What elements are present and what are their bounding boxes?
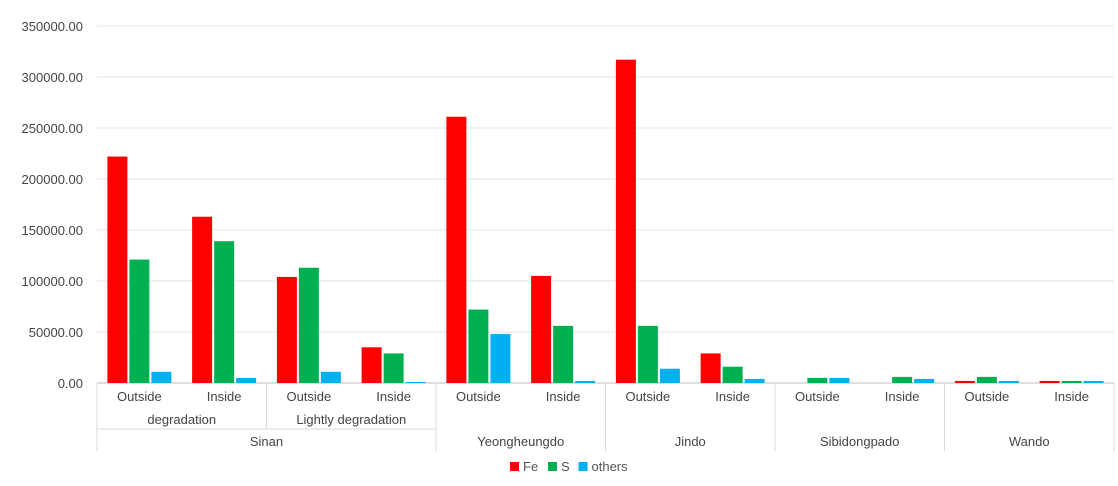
x-category-label: Inside xyxy=(207,389,242,404)
bar-others xyxy=(151,371,172,383)
bar-others xyxy=(659,368,680,383)
bar-fe xyxy=(531,275,552,383)
x-region-label: Wando xyxy=(1009,434,1050,449)
x-category-label: Outside xyxy=(286,389,331,404)
x-region-label: Jindo xyxy=(675,434,706,449)
bars xyxy=(107,59,1104,383)
legend-swatch-s xyxy=(548,462,557,471)
bar-fe xyxy=(615,59,636,383)
bar-fe xyxy=(276,276,297,383)
bar-s xyxy=(637,325,658,383)
x-category-label: Inside xyxy=(885,389,920,404)
x-category-label: Inside xyxy=(376,389,411,404)
x-category-label: Outside xyxy=(964,389,1009,404)
bar-s xyxy=(892,376,913,383)
y-axis-ticks: 0.00 50000.00 100000.00 150000.00 200000.00 2… xyxy=(22,19,83,391)
bar-s xyxy=(468,309,489,383)
legend-swatch-others xyxy=(578,462,588,471)
bar-fe xyxy=(1039,380,1060,383)
bar-s xyxy=(807,377,828,383)
x-category-label: Outside xyxy=(456,389,501,404)
bar-fe xyxy=(192,216,213,383)
bar-others xyxy=(998,380,1019,383)
bar-s xyxy=(976,376,997,383)
bar-s xyxy=(553,325,574,383)
legend-label: Fe xyxy=(523,459,538,474)
x-region-label: Yeongheungdo xyxy=(477,434,564,449)
x-subgroup-label: degradation xyxy=(147,412,216,427)
legend-swatch-fe xyxy=(510,462,519,471)
y-tick-label: 350000.00 xyxy=(22,19,83,34)
gridlines xyxy=(97,25,1114,384)
bar-fe xyxy=(107,156,128,383)
y-tick-label: 250000.00 xyxy=(22,121,83,136)
x-category-label: Inside xyxy=(546,389,581,404)
x-category-label: Outside xyxy=(795,389,840,404)
x-category-label: Outside xyxy=(117,389,162,404)
bar-s xyxy=(298,267,319,383)
bar-s xyxy=(214,241,235,383)
y-tick-label: 150000.00 xyxy=(22,223,83,238)
x-category-label: Inside xyxy=(715,389,750,404)
bar-others xyxy=(575,380,596,383)
bar-s xyxy=(129,259,150,383)
bar-fe xyxy=(446,116,467,383)
y-tick-label: 50000.00 xyxy=(29,325,83,340)
bar-s xyxy=(383,353,404,383)
bar-others xyxy=(744,378,765,383)
bar-others xyxy=(405,381,426,383)
bar-fe xyxy=(954,380,975,383)
x-region-label: Sinan xyxy=(250,434,283,449)
bar-s xyxy=(722,366,743,383)
x-subgroup-label: Lightly degradation xyxy=(296,412,406,427)
bar-s xyxy=(1061,380,1082,383)
x-axis-labels: Outside Inside Outside Inside Outside Inside O… xyxy=(96,383,1115,451)
y-tick-label: 200000.00 xyxy=(22,172,83,187)
x-category-label: Inside xyxy=(1054,389,1089,404)
x-category-label: Outside xyxy=(625,389,670,404)
bar-others xyxy=(236,377,257,383)
bar-others xyxy=(829,377,850,383)
bar-others xyxy=(490,334,511,383)
bar-others xyxy=(1083,380,1104,383)
legend-label: S xyxy=(561,459,570,474)
bar-others xyxy=(914,378,935,383)
bar-fe xyxy=(700,353,721,383)
y-tick-label: 100000.00 xyxy=(22,274,83,289)
bar-others xyxy=(320,371,341,383)
y-tick-label: 0.00 xyxy=(58,376,83,391)
bar-fe xyxy=(361,347,382,383)
x-region-label: Sibidongpado xyxy=(820,434,900,449)
y-tick-label: 300000.00 xyxy=(22,70,83,85)
legend-label: others xyxy=(592,459,629,474)
